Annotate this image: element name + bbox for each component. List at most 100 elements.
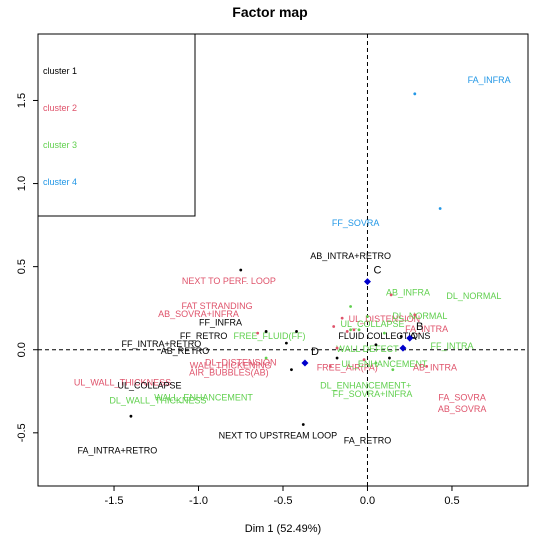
point-label: FF_INFRA	[199, 318, 242, 328]
data-point	[345, 330, 349, 333]
points-layer	[61, 92, 442, 426]
point-label: WALL THICKENING	[190, 361, 272, 371]
point-label: FA_RETRO	[344, 436, 392, 446]
data-point	[399, 335, 403, 338]
point-label: FA_SOVRA	[438, 392, 486, 402]
point-label: FLUID COLLECTIONS	[338, 331, 430, 341]
point-label: UL_DISTENSION	[349, 314, 421, 324]
data-point	[374, 343, 378, 347]
cluster-center-label: B	[416, 321, 423, 333]
legend-entry: cluster 1	[43, 66, 77, 76]
point-label: UL_COLLAPSE	[117, 381, 181, 391]
point-label: AB_SOVRA	[438, 404, 487, 414]
axes-layer: -1.5 -1.0 -0.5 0.0 0.5 -0.5 0.0 0.5 1.0 1.5	[16, 93, 460, 507]
data-point	[239, 268, 243, 272]
point-label: FREE_AIR(FA)	[317, 362, 378, 372]
y-tick-label: 1.0	[16, 176, 28, 191]
data-point	[382, 331, 386, 335]
point-label: FF_RETRO	[180, 331, 228, 341]
point-label: NEXT TO UPSTREAM LOOP	[219, 431, 338, 441]
point-label: FF_SOVRA+INFRA	[333, 389, 413, 399]
point-label: AB_INFRA	[386, 288, 430, 298]
point-label: AB_INTRA	[413, 362, 457, 372]
point-label: DL_DISTENSION	[205, 357, 277, 367]
data-point	[284, 341, 288, 345]
data-point	[425, 364, 429, 368]
legend-entry: cluster 4	[43, 177, 77, 187]
point-label: AB_INTRA+RETRO	[310, 251, 391, 261]
data-point	[362, 358, 366, 362]
point-labels: FA_INFRA FF_SOVRA AB_INTRA+RETRO NEXT TO PE…	[74, 75, 511, 456]
data-point	[391, 368, 395, 372]
point-label: FA_INTRA	[405, 324, 448, 334]
point-label: WALL DEFECT	[336, 344, 399, 354]
data-point	[366, 315, 369, 318]
point-label: FF_SOVRA	[332, 218, 380, 228]
point-label: FAT STRANDING	[182, 301, 253, 311]
point-label: FA_INFRA	[468, 75, 511, 85]
legend-box	[37, 33, 196, 217]
data-point	[388, 356, 391, 360]
point-label: DL_WALL_THICKNESS	[109, 396, 206, 406]
y-tick-label: 0.5	[16, 259, 28, 274]
data-point	[256, 331, 260, 335]
data-point	[295, 330, 298, 333]
data-point	[264, 330, 268, 333]
data-point	[413, 313, 417, 317]
point-label: FREE_FLUID(FF)	[233, 331, 305, 341]
data-point	[349, 328, 352, 332]
point-label: UL_ENHANCEMENT	[341, 359, 428, 369]
point-label: AB_SOVRA+INFRA	[158, 309, 239, 319]
data-point	[332, 325, 336, 328]
point-label: NEXT TO PERF. LOOP	[182, 276, 276, 286]
point-label: DL_NORMAL	[446, 291, 501, 301]
x-axis-label: Dim 1 (52.49%)	[245, 523, 321, 535]
cluster-center-marker	[406, 334, 414, 342]
cluster-center-marker	[363, 278, 371, 286]
x-tick-label: -1.0	[189, 495, 208, 507]
x-tick-label: -0.5	[274, 495, 293, 507]
point-label: DL_ENHANCEMENT+	[320, 381, 411, 391]
data-point	[438, 207, 442, 210]
cluster-center-label: D	[311, 346, 319, 358]
point-label: FF_INTRA	[430, 341, 473, 351]
reference-lines	[38, 34, 528, 486]
legend: cluster 1 cluster 2 cluster 3 cluster 4	[37, 33, 196, 217]
data-point	[340, 316, 344, 320]
cluster-center-label: A	[409, 331, 417, 343]
y-tick-label: -0.5	[16, 423, 28, 442]
y-tick-label: 1.5	[16, 93, 28, 108]
x-tick-label: -1.5	[105, 495, 124, 507]
cluster-center-marker	[399, 344, 407, 352]
data-point	[349, 305, 352, 308]
point-label: AB_RETRO	[161, 346, 210, 356]
y-tick-label: 0.0	[16, 342, 28, 357]
data-point	[301, 423, 305, 426]
point-label: DL_NORMAL	[392, 311, 447, 321]
data-point	[352, 328, 356, 332]
point-label: UL_COLLAPSE	[341, 319, 405, 329]
data-point	[264, 356, 268, 360]
x-tick-label: 0.5	[444, 495, 459, 507]
data-point	[357, 328, 361, 332]
data-point	[290, 368, 293, 372]
data-point	[335, 356, 339, 360]
cluster-centers: C D AB	[301, 265, 423, 367]
data-point	[389, 293, 393, 297]
point-label: FA_INTRA+RETRO	[78, 445, 158, 455]
data-point	[335, 346, 339, 350]
point-label: FF_INTRA+RETRO	[121, 339, 201, 349]
data-point	[328, 364, 332, 368]
legend-entry: cluster 2	[43, 103, 77, 113]
cluster-center-marker	[301, 359, 309, 367]
x-tick-label: 0.0	[360, 495, 375, 507]
cluster-center-label: C	[374, 265, 382, 277]
point-label: UL_WALL_THICKNESS	[74, 377, 171, 387]
legend-entry: cluster 3	[43, 140, 77, 150]
data-point	[374, 361, 378, 365]
point-label: WALL_ENHANCEMENT	[154, 392, 253, 402]
data-point	[129, 414, 133, 418]
data-point	[413, 92, 417, 96]
